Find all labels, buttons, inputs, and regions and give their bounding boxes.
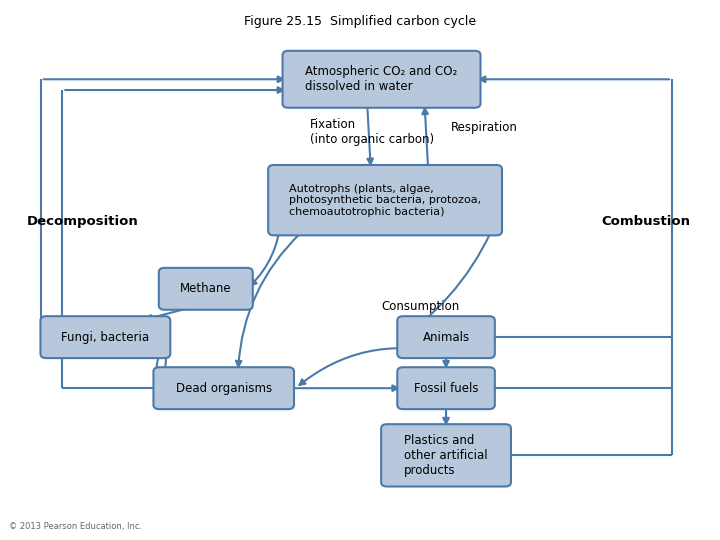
Text: Figure 25.15  Simplified carbon cycle: Figure 25.15 Simplified carbon cycle [244,15,476,28]
FancyBboxPatch shape [268,165,502,235]
Text: Autotrophs (plants, algae,
photosynthetic bacteria, protozoa,
chemoautotrophic b: Autotrophs (plants, algae, photosyntheti… [289,184,481,217]
FancyBboxPatch shape [282,51,480,108]
FancyBboxPatch shape [159,268,253,310]
Text: © 2013 Pearson Education, Inc.: © 2013 Pearson Education, Inc. [9,522,142,531]
FancyBboxPatch shape [381,424,511,487]
Text: Decomposition: Decomposition [27,215,138,228]
FancyBboxPatch shape [153,367,294,409]
Text: Methane: Methane [180,282,232,295]
Text: Consumption: Consumption [382,300,460,313]
Text: Combustion: Combustion [601,215,690,228]
FancyBboxPatch shape [40,316,171,358]
Text: Fossil fuels: Fossil fuels [414,382,478,395]
Text: Animals: Animals [423,330,469,343]
Text: Fixation
(into organic carbon): Fixation (into organic carbon) [310,118,434,146]
Text: Plastics and
other artificial
products: Plastics and other artificial products [404,434,488,477]
Text: Fungi, bacteria: Fungi, bacteria [61,330,150,343]
Text: Respiration: Respiration [451,120,518,133]
Text: Atmospheric CO₂ and CO₂
dissolved in water: Atmospheric CO₂ and CO₂ dissolved in wat… [305,65,458,93]
Text: Dead organisms: Dead organisms [176,382,271,395]
FancyBboxPatch shape [397,316,495,358]
FancyBboxPatch shape [397,367,495,409]
